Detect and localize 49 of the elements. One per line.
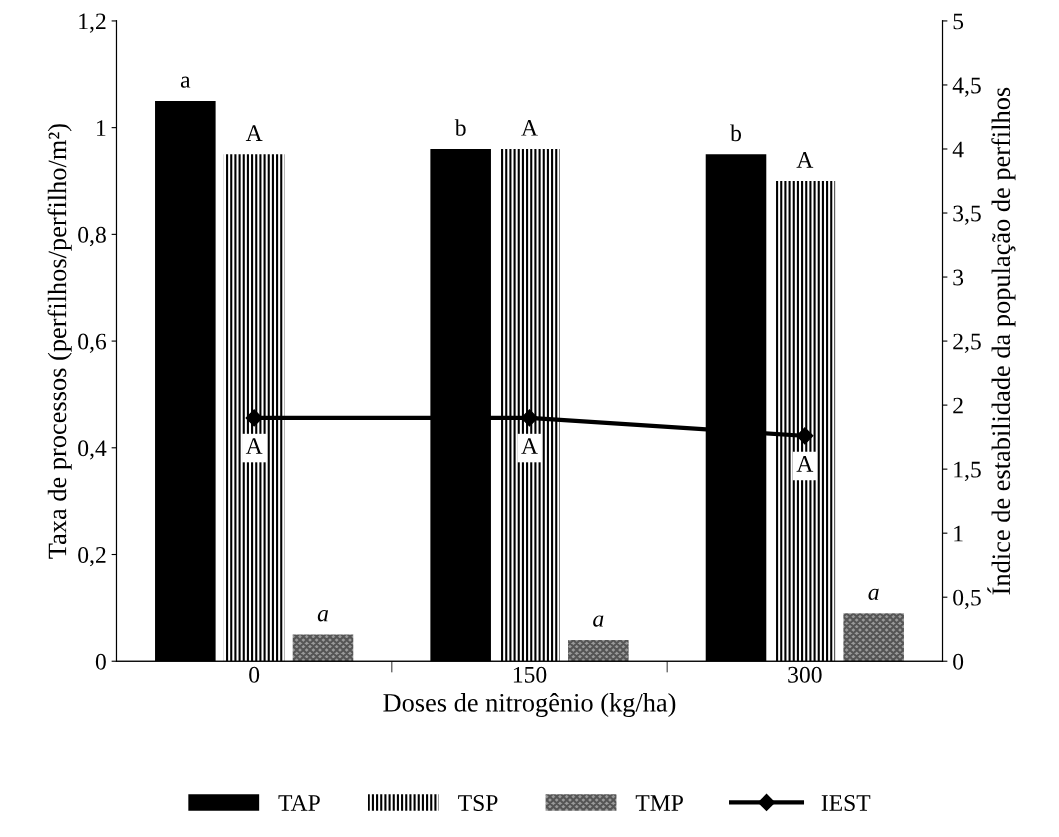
legend-label: IEST bbox=[821, 795, 871, 811]
y2-tick-label: 4,5 bbox=[952, 77, 981, 97]
y2-tick-label: 3 bbox=[953, 269, 964, 286]
y2-tick-label: 4 bbox=[952, 141, 964, 158]
x-tick-label: 0 bbox=[249, 666, 260, 683]
bar bbox=[705, 154, 767, 662]
data-label: a bbox=[317, 610, 329, 622]
data-label: a bbox=[868, 588, 879, 601]
data-label: a bbox=[593, 615, 604, 627]
y-tick-label: 0,8 bbox=[78, 226, 106, 247]
bar bbox=[774, 181, 836, 662]
y-tick-label: 1 bbox=[97, 120, 106, 136]
data-label: b bbox=[730, 124, 742, 142]
x-axis-title: Doses de nitrogênio (kg/ha) bbox=[383, 693, 676, 718]
y-tick-label: 0,6 bbox=[78, 333, 107, 353]
x-tick-label: 150 bbox=[513, 666, 547, 683]
bar bbox=[292, 634, 354, 662]
y2-tick-label: 0 bbox=[953, 653, 964, 670]
bar bbox=[499, 148, 560, 662]
y2-tick-label: 1 bbox=[954, 525, 963, 542]
bar bbox=[843, 613, 904, 662]
y-tick-label: 0,2 bbox=[78, 547, 106, 567]
bar bbox=[430, 148, 491, 662]
bar bbox=[568, 639, 629, 662]
y-axis-title: Taxa de processos (perfilhos/perfilho/m²) bbox=[47, 124, 72, 559]
y-tick-label: 1,2 bbox=[79, 13, 106, 33]
bar bbox=[223, 154, 285, 662]
legend-label: TSP bbox=[458, 795, 498, 811]
y2-axis-title: Índice de estabilidade da população de perfilhos bbox=[987, 87, 1016, 595]
data-label: a bbox=[180, 76, 191, 88]
y2-tick-label: 3,5 bbox=[953, 205, 981, 225]
legend-label: TAP bbox=[278, 795, 320, 811]
data-label: A bbox=[521, 438, 538, 454]
data-label: A bbox=[521, 120, 538, 136]
y2-tick-label: 2,5 bbox=[953, 333, 981, 353]
data-label: A bbox=[796, 152, 814, 168]
x-tick-label: 300 bbox=[788, 666, 822, 683]
data-label: A bbox=[245, 125, 263, 141]
y2-tick-label: 1,5 bbox=[954, 461, 981, 481]
y-tick-label: 0,4 bbox=[78, 440, 107, 460]
data-label: A bbox=[245, 438, 263, 454]
y2-tick-label: 0,5 bbox=[953, 589, 981, 610]
data-label: A bbox=[796, 456, 814, 472]
y2-tick-label: 2 bbox=[953, 397, 963, 414]
bar bbox=[155, 100, 216, 662]
y2-tick-label: 5 bbox=[953, 13, 964, 30]
y-tick-label: 0 bbox=[95, 653, 106, 670]
data-label: b bbox=[454, 119, 466, 136]
legend-label: TMP bbox=[635, 795, 683, 811]
